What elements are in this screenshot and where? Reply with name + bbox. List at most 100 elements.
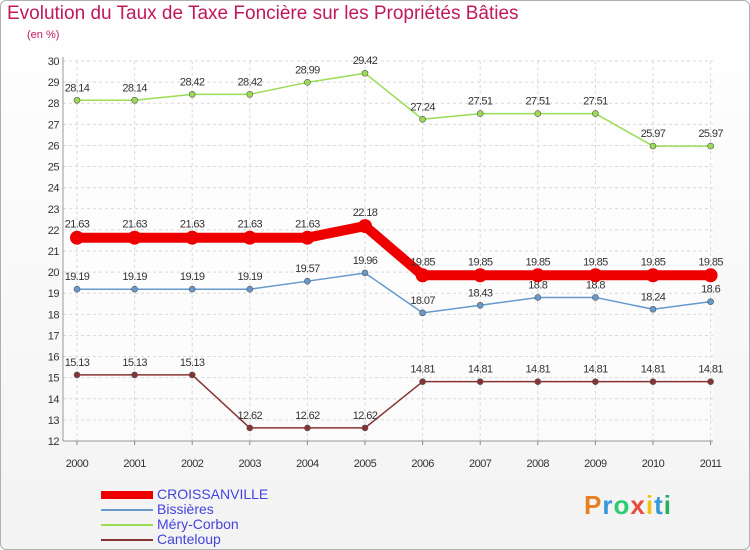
y-tick-label: 29 bbox=[48, 77, 60, 89]
data-label-mery-corbon: 27.51 bbox=[526, 96, 551, 108]
data-point-croissanville bbox=[242, 230, 257, 245]
data-label-mery-corbon: 27.51 bbox=[468, 96, 493, 108]
data-label-mery-corbon: 27.51 bbox=[583, 96, 608, 108]
data-label-canteloup: 15.13 bbox=[122, 357, 147, 369]
data-point-bissieres bbox=[419, 309, 426, 317]
y-tick-label: 20 bbox=[48, 267, 60, 279]
y-tick-label: 21 bbox=[48, 246, 60, 258]
data-point-bissieres bbox=[592, 294, 599, 301]
data-label-mery-corbon: 28.42 bbox=[180, 76, 205, 88]
data-label-canteloup: 14.81 bbox=[583, 364, 608, 376]
data-label-croissanville: 19.85 bbox=[698, 256, 723, 268]
data-point-canteloup bbox=[188, 371, 196, 379]
data-point-canteloup bbox=[131, 371, 138, 379]
legend-item-croissanville: CROISSANVILLE bbox=[101, 487, 268, 502]
data-label-croissanville: 19.85 bbox=[410, 256, 435, 268]
data-point-mery-corbon bbox=[131, 96, 138, 104]
legend-swatch-croissanville bbox=[101, 490, 153, 499]
data-point-mery-corbon bbox=[592, 110, 599, 117]
data-label-bissieres: 18.8 bbox=[528, 279, 547, 291]
data-label-croissanville: 21.63 bbox=[122, 219, 147, 231]
y-tick-label: 28 bbox=[48, 98, 60, 110]
y-tick-label: 24 bbox=[48, 183, 60, 195]
legend-item-canteloup: Canteloup bbox=[101, 532, 268, 547]
data-point-bissieres bbox=[304, 277, 311, 285]
data-label-canteloup: 12.62 bbox=[353, 410, 378, 422]
data-label-bissieres: 18.24 bbox=[641, 291, 666, 303]
legend-item-bissieres: Bissières bbox=[101, 502, 268, 517]
data-point-mery-corbon bbox=[188, 91, 196, 98]
data-label-canteloup: 14.81 bbox=[468, 364, 493, 376]
chart-title: Evolution du Taux de Taxe Foncière sur l… bbox=[7, 3, 519, 24]
data-point-canteloup bbox=[534, 378, 542, 385]
data-label-canteloup: 12.62 bbox=[295, 410, 320, 422]
data-label-canteloup: 14.81 bbox=[698, 364, 723, 376]
y-tick-label: 13 bbox=[48, 415, 60, 427]
x-tick-label: 2005 bbox=[354, 458, 377, 470]
data-point-canteloup bbox=[649, 378, 657, 385]
data-point-canteloup bbox=[592, 378, 599, 385]
data-label-canteloup: 14.81 bbox=[410, 364, 435, 376]
x-tick-label: 2003 bbox=[239, 458, 262, 470]
data-label-bissieres: 19.19 bbox=[122, 271, 147, 283]
data-point-mery-corbon bbox=[304, 79, 311, 86]
logo-letter: i bbox=[663, 490, 672, 520]
x-tick-label: 2000 bbox=[66, 458, 89, 470]
logo-letter: x bbox=[630, 490, 646, 520]
data-point-croissanville bbox=[473, 268, 488, 283]
x-tick-label: 2001 bbox=[123, 458, 146, 470]
series-line-croissanville bbox=[72, 221, 716, 281]
data-point-croissanville bbox=[300, 230, 315, 245]
y-tick-label: 27 bbox=[48, 119, 60, 131]
data-label-croissanville: 19.85 bbox=[526, 256, 551, 268]
data-point-mery-corbon bbox=[419, 115, 426, 123]
data-point-bissieres bbox=[649, 305, 657, 313]
legend: CROISSANVILLE Bissières Méry-Corbon Cant… bbox=[101, 487, 268, 547]
data-label-croissanville: 19.85 bbox=[468, 256, 493, 268]
y-tick-label: 23 bbox=[48, 204, 60, 216]
data-label-canteloup: 14.81 bbox=[526, 364, 551, 376]
data-point-canteloup bbox=[246, 424, 254, 432]
data-label-bissieres: 19.19 bbox=[180, 271, 205, 283]
data-label-bissieres: 19.57 bbox=[295, 263, 320, 275]
x-tick-label: 2011 bbox=[700, 458, 722, 470]
data-label-canteloup: 12.62 bbox=[238, 410, 263, 422]
data-point-bissieres bbox=[131, 285, 138, 293]
data-point-mery-corbon bbox=[707, 142, 714, 150]
y-tick-label: 17 bbox=[48, 330, 60, 342]
data-label-bissieres: 18.6 bbox=[701, 284, 720, 296]
data-label-croissanville: 19.85 bbox=[583, 256, 608, 268]
proxiti-logo: Proxiti bbox=[584, 490, 672, 521]
data-label-bissieres: 18.8 bbox=[586, 279, 605, 291]
data-point-mery-corbon bbox=[534, 110, 542, 117]
y-tick-label: 30 bbox=[48, 56, 60, 68]
data-label-canteloup: 15.13 bbox=[65, 357, 90, 369]
x-tick-label: 2002 bbox=[181, 458, 204, 470]
data-point-croissanville bbox=[185, 230, 200, 245]
data-point-mery-corbon bbox=[73, 96, 81, 104]
legend-label-mery-corbon: Méry-Corbon bbox=[157, 516, 239, 532]
legend-label-croissanville: CROISSANVILLE bbox=[157, 486, 269, 502]
data-point-canteloup bbox=[304, 424, 311, 432]
y-tick-label: 14 bbox=[48, 394, 60, 406]
logo-letter: r bbox=[602, 490, 614, 520]
series-line-bissieres bbox=[76, 272, 712, 314]
data-point-mery-corbon bbox=[649, 142, 657, 150]
data-point-bissieres bbox=[476, 301, 484, 309]
data-point-mery-corbon bbox=[361, 69, 369, 77]
data-label-mery-corbon: 28.99 bbox=[295, 64, 320, 76]
x-tick-label: 2004 bbox=[296, 458, 319, 470]
data-label-mery-corbon: 28.14 bbox=[122, 82, 147, 94]
data-label-mery-corbon: 28.42 bbox=[238, 76, 263, 88]
data-label-croissanville: 22.18 bbox=[353, 207, 378, 219]
logo-letter: t bbox=[654, 490, 664, 520]
data-point-canteloup bbox=[73, 371, 81, 379]
data-point-croissanville bbox=[127, 230, 142, 245]
legend-swatch-mery-corbon bbox=[101, 523, 153, 526]
data-label-bissieres: 18.07 bbox=[410, 295, 435, 307]
series-line-mery-corbon bbox=[76, 72, 712, 147]
data-point-canteloup bbox=[361, 424, 369, 432]
data-label-mery-corbon: 25.97 bbox=[641, 128, 666, 140]
